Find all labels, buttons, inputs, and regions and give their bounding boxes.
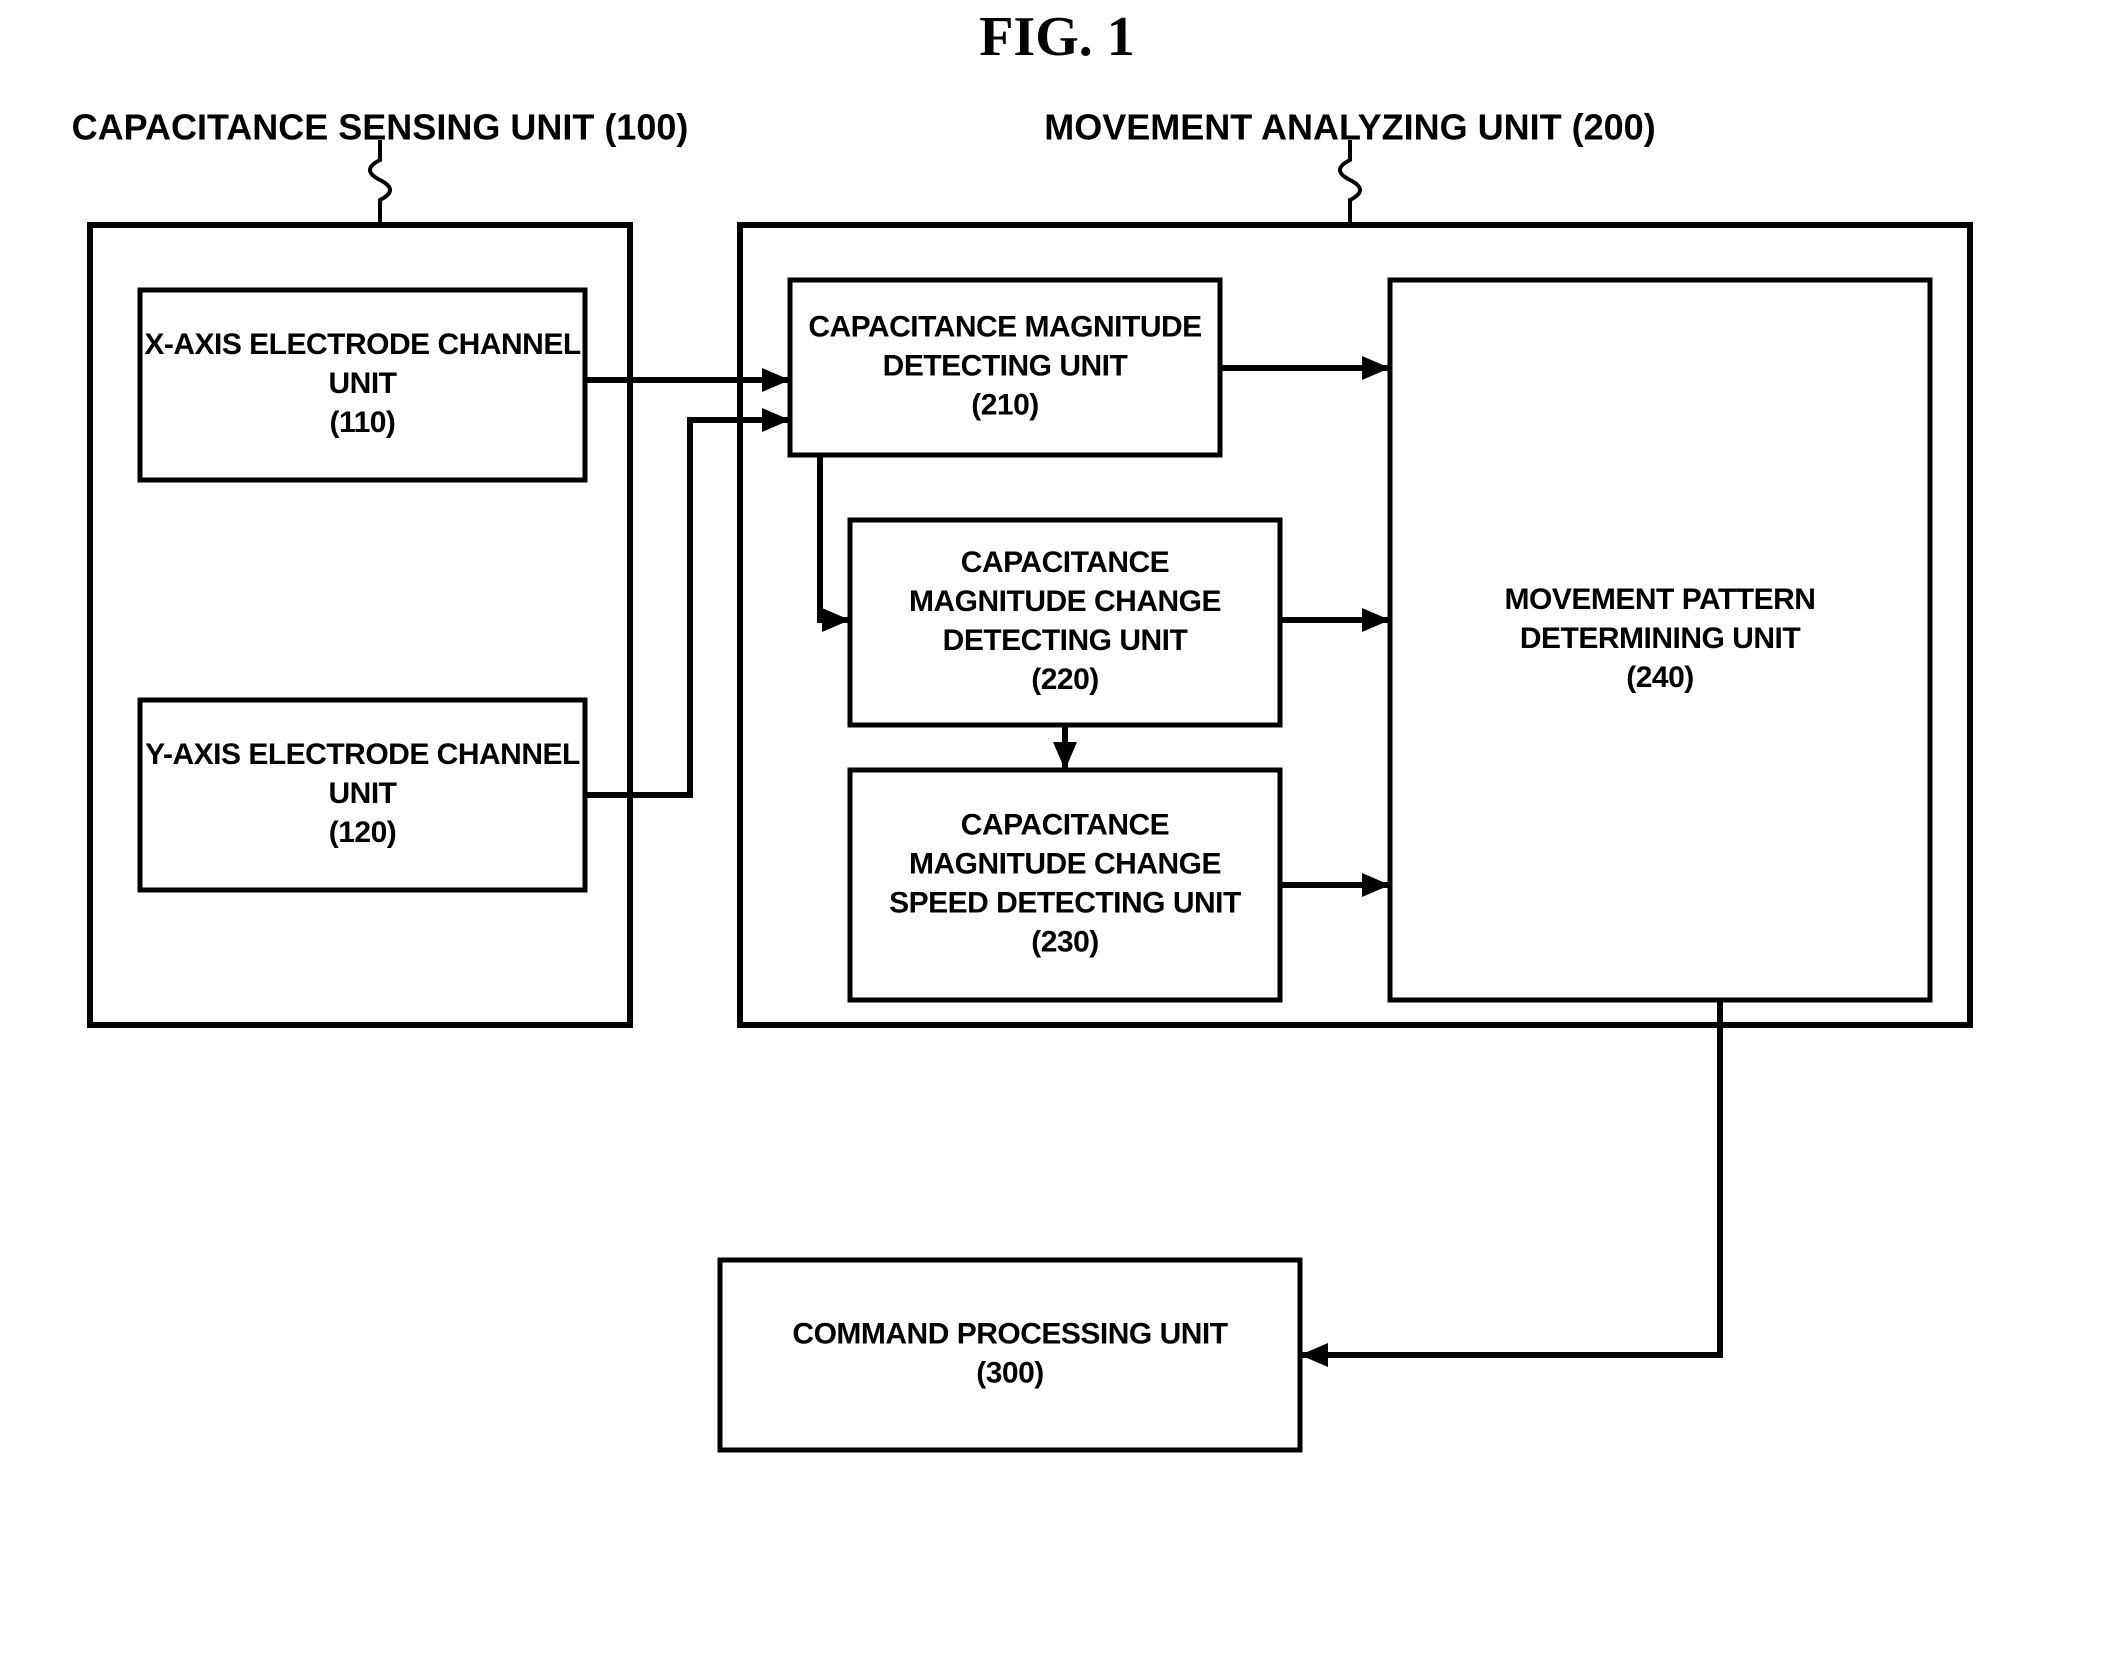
block-xch-label-line-0: X-AXIS ELECTRODE CHANNEL [144, 328, 581, 361]
block-ych-label-line-2: (120) [329, 816, 397, 849]
figure-title: FIG. 1 [979, 6, 1135, 68]
block-capMag-label-line-0: CAPACITANCE MAGNITUDE [808, 310, 1201, 343]
block-capChg-label-line-1: MAGNITUDE CHANGE [909, 585, 1221, 618]
block-capSpd [850, 770, 1280, 1000]
block-cmd [720, 1260, 1300, 1450]
diagram-svg: FIG. 1CAPACITANCE SENSING UNIT (100)MOVE… [0, 0, 2114, 1658]
block-capMag-label-line-1: DETECTING UNIT [883, 349, 1128, 382]
block-pattern-label-line-0: MOVEMENT PATTERN [1505, 583, 1816, 616]
block-capSpd-label-line-1: MAGNITUDE CHANGE [909, 847, 1221, 880]
block-capSpd-label-line-0: CAPACITANCE [961, 808, 1169, 841]
block-xch-label-line-2: (110) [330, 406, 396, 439]
block-ych-label-line-0: Y-AXIS ELECTRODE CHANNEL [145, 738, 580, 771]
block-cmd-label-line-0: COMMAND PROCESSING UNIT [792, 1317, 1227, 1350]
block-capSpd-label-line-2: SPEED DETECTING UNIT [889, 886, 1241, 919]
block-cmd-label-line-1: (300) [976, 1356, 1044, 1389]
block-pattern-label-line-1: DETERMINING UNIT [1520, 622, 1801, 655]
diagram-root: FIG. 1CAPACITANCE SENSING UNIT (100)MOVE… [0, 0, 2114, 1658]
block-capChg-label-line-0: CAPACITANCE [961, 546, 1169, 579]
block-capChg-label-line-2: DETECTING UNIT [943, 624, 1188, 657]
block-pattern-label-line-2: (240) [1626, 661, 1694, 694]
block-xch-label-line-1: UNIT [329, 367, 397, 400]
block-capSpd-label-line-3: (230) [1031, 925, 1099, 958]
block-capMag-label-line-2: (210) [971, 388, 1039, 421]
block-capChg-label-line-3: (220) [1031, 663, 1099, 696]
block-ych-label-line-1: UNIT [329, 777, 397, 810]
